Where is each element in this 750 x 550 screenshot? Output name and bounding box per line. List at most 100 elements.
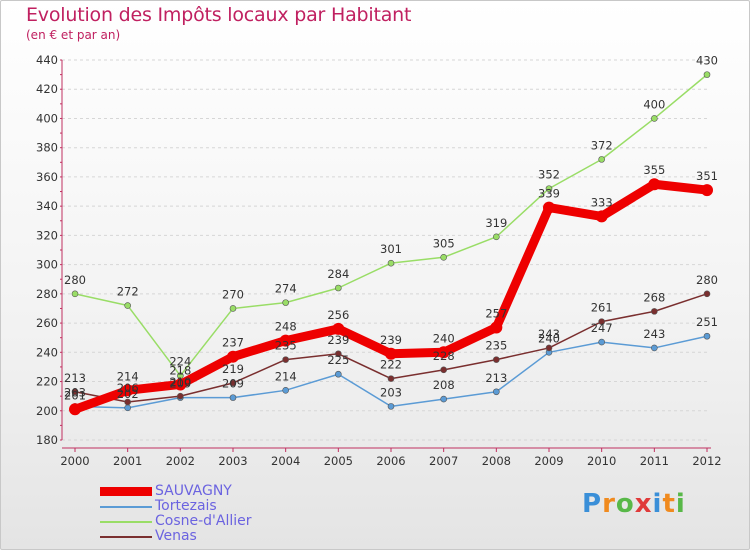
proxiti-logo: Proxiti [582, 489, 686, 519]
x-tick-label: 2003 [218, 454, 247, 468]
data-label: 209 [169, 377, 191, 391]
data-label: 284 [327, 267, 349, 281]
x-tick-label: 2002 [166, 454, 195, 468]
y-tick-label: 280 [36, 287, 58, 301]
logo-letter: r [602, 489, 616, 519]
legend-label: Venas [155, 528, 197, 544]
y-tick-label: 400 [36, 111, 58, 125]
data-point [71, 388, 79, 396]
data-point [387, 259, 395, 267]
chart-title: Evolution des Impôts locaux par Habitant [26, 4, 412, 26]
data-label: 203 [64, 385, 86, 399]
x-tick-label: 2009 [534, 454, 563, 468]
data-point [124, 302, 131, 309]
legend-swatch [100, 487, 152, 496]
data-label: 355 [643, 163, 665, 177]
y-tick-label: 300 [36, 258, 58, 272]
data-point [174, 378, 187, 391]
y-tick-label: 320 [36, 228, 58, 242]
data-point [703, 71, 711, 78]
data-point [545, 344, 553, 352]
data-label: 248 [275, 320, 297, 334]
logo-letter: o [615, 489, 635, 519]
x-tick-label: 2011 [640, 454, 669, 468]
data-label: 305 [433, 236, 455, 250]
data-label: 372 [591, 138, 613, 152]
y-tick-label: 360 [36, 170, 58, 184]
data-label: 222 [380, 358, 402, 372]
data-point [387, 403, 395, 410]
data-label: 235 [275, 339, 297, 353]
data-label: 247 [591, 321, 613, 335]
data-point [651, 308, 658, 315]
data-label: 208 [433, 378, 455, 392]
data-point [282, 387, 289, 394]
chart-subtitle: (en € et par an) [26, 28, 121, 42]
data-point [598, 318, 605, 325]
data-point [598, 156, 605, 163]
y-tick-label: 240 [36, 345, 58, 359]
y-tick-label: 200 [36, 404, 58, 418]
data-point [124, 398, 131, 406]
data-point [282, 299, 289, 306]
data-point [335, 370, 342, 378]
data-label: 235 [485, 339, 507, 353]
data-point [543, 201, 555, 214]
data-point [385, 347, 397, 360]
x-tick-label: 2005 [324, 454, 353, 468]
x-tick-label: 2006 [376, 454, 405, 468]
x-tick-label: 2007 [429, 454, 458, 468]
logo-letter: i [652, 489, 663, 519]
x-tick-label: 2004 [271, 454, 300, 468]
data-label: 209 [222, 377, 244, 391]
data-label: 225 [327, 353, 349, 367]
y-tick-label: 420 [36, 82, 58, 96]
data-label: 214 [117, 369, 139, 383]
data-label: 339 [538, 187, 560, 201]
data-point [493, 388, 500, 396]
data-label: 206 [117, 381, 139, 395]
data-label: 213 [485, 371, 507, 385]
data-label: 237 [222, 336, 244, 350]
data-label: 239 [380, 333, 402, 347]
logo-letter: i [675, 489, 686, 519]
data-point [229, 394, 237, 401]
data-label: 319 [485, 216, 507, 230]
data-point [332, 322, 345, 335]
data-label: 268 [643, 290, 665, 304]
data-label: 224 [169, 355, 191, 369]
data-point [282, 356, 289, 363]
legend-swatch [100, 506, 152, 508]
data-label: 256 [327, 308, 349, 322]
data-label: 430 [696, 54, 718, 68]
data-label: 228 [433, 349, 455, 363]
data-point [703, 332, 711, 340]
data-label: 243 [538, 327, 560, 341]
data-label: 218 [169, 363, 191, 377]
data-label: 301 [380, 242, 402, 256]
data-point [177, 392, 184, 400]
data-label: 240 [538, 331, 560, 345]
data-label: 351 [696, 169, 718, 183]
data-label: 219 [222, 362, 244, 376]
data-label: 201 [64, 388, 86, 402]
legend-label: Tortezais [155, 498, 217, 514]
data-point [440, 366, 447, 374]
data-label: 210 [169, 375, 191, 389]
data-point [648, 178, 661, 191]
data-point [227, 350, 239, 363]
data-label: 213 [64, 371, 86, 385]
legend-swatch [100, 536, 152, 538]
data-label: 272 [117, 285, 139, 299]
logo-letter: t [662, 489, 676, 519]
data-point [440, 395, 447, 403]
data-point [651, 344, 658, 352]
logo-letter: x [634, 489, 653, 519]
data-point [69, 403, 81, 416]
data-point [701, 184, 713, 197]
data-label: 274 [275, 282, 297, 296]
data-point [229, 305, 237, 312]
y-tick-label: 340 [36, 199, 58, 213]
legend-swatch [100, 521, 152, 523]
